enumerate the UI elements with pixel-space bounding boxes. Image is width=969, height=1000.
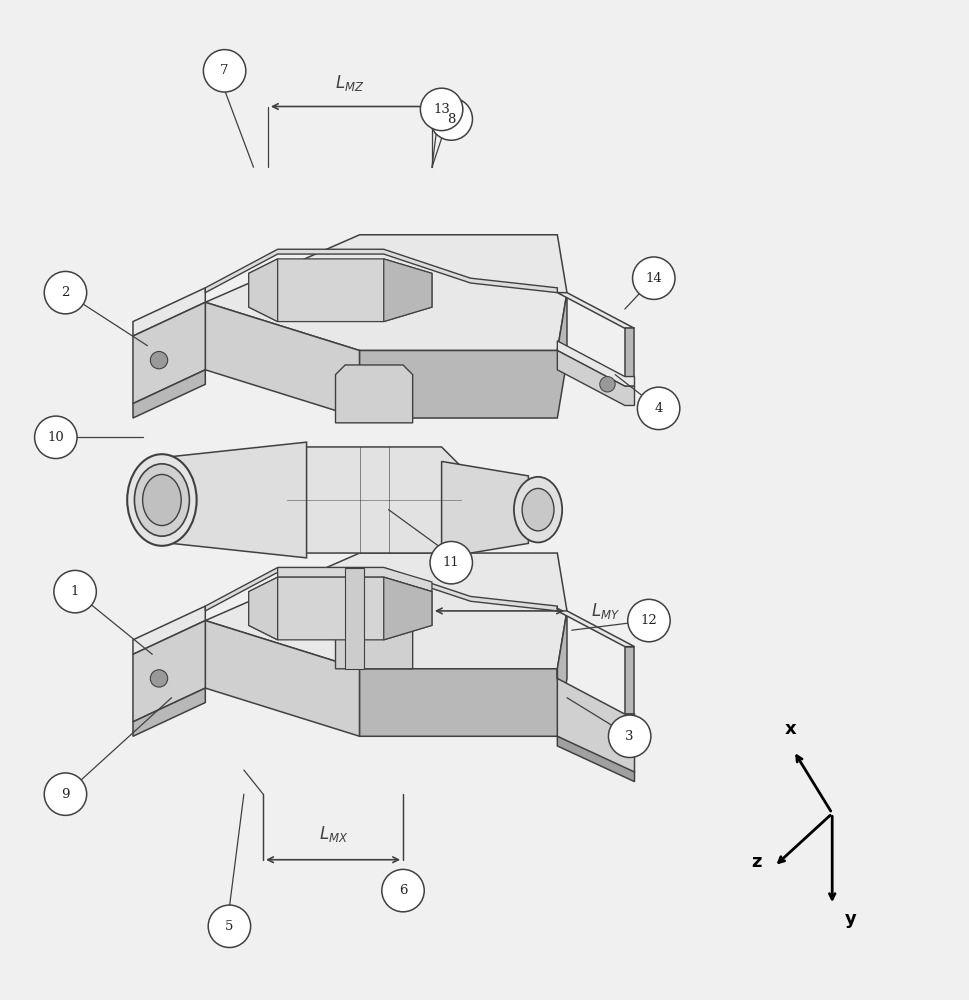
Text: $L_{MZ}$: $L_{MZ}$ [335, 73, 364, 93]
Circle shape [54, 570, 96, 613]
Ellipse shape [142, 474, 181, 526]
Polygon shape [557, 611, 634, 647]
Polygon shape [205, 568, 557, 611]
Text: 6: 6 [398, 884, 407, 897]
Polygon shape [441, 461, 528, 558]
Polygon shape [205, 235, 567, 351]
Text: $L_{MY}$: $L_{MY}$ [590, 601, 619, 621]
Circle shape [150, 351, 168, 369]
Polygon shape [248, 577, 431, 640]
Text: $L_{MX}$: $L_{MX}$ [319, 824, 348, 844]
Circle shape [45, 271, 86, 314]
Text: 13: 13 [433, 103, 450, 116]
Text: 14: 14 [644, 272, 662, 285]
Polygon shape [205, 302, 359, 418]
Text: 4: 4 [654, 402, 662, 415]
Circle shape [627, 599, 670, 642]
Polygon shape [335, 611, 412, 669]
Text: 10: 10 [47, 431, 64, 444]
Polygon shape [557, 669, 634, 772]
Text: 5: 5 [225, 920, 234, 933]
Polygon shape [205, 553, 567, 669]
Text: 8: 8 [447, 113, 455, 126]
Circle shape [420, 88, 462, 131]
Polygon shape [133, 302, 205, 404]
Ellipse shape [127, 454, 197, 546]
Ellipse shape [135, 464, 189, 536]
Circle shape [608, 715, 650, 758]
Circle shape [150, 670, 168, 687]
Polygon shape [557, 341, 634, 386]
Polygon shape [248, 577, 277, 640]
Polygon shape [345, 568, 364, 669]
Text: 3: 3 [625, 730, 634, 743]
Ellipse shape [514, 477, 562, 542]
Polygon shape [384, 259, 431, 322]
Text: 2: 2 [61, 286, 70, 299]
Text: 7: 7 [220, 64, 229, 77]
Polygon shape [133, 370, 205, 418]
Polygon shape [359, 611, 567, 736]
Text: z: z [751, 853, 761, 871]
Polygon shape [557, 736, 634, 782]
Polygon shape [133, 288, 205, 336]
Polygon shape [133, 621, 205, 722]
Circle shape [429, 98, 472, 140]
Text: 12: 12 [640, 614, 657, 627]
Polygon shape [287, 447, 460, 553]
Text: x: x [784, 720, 796, 738]
Circle shape [632, 257, 674, 299]
Circle shape [35, 416, 77, 459]
Polygon shape [172, 442, 306, 558]
Polygon shape [384, 577, 431, 640]
Text: 9: 9 [61, 788, 70, 801]
Polygon shape [335, 365, 412, 423]
Circle shape [429, 541, 472, 584]
Circle shape [203, 50, 245, 92]
Polygon shape [557, 293, 634, 328]
Polygon shape [359, 293, 567, 418]
Polygon shape [205, 249, 557, 293]
Polygon shape [133, 688, 205, 736]
Polygon shape [205, 621, 359, 736]
Text: 1: 1 [71, 585, 79, 598]
Polygon shape [277, 568, 431, 592]
Text: 11: 11 [443, 556, 459, 569]
Circle shape [45, 773, 86, 815]
Polygon shape [557, 351, 634, 405]
Polygon shape [624, 647, 634, 714]
Circle shape [208, 905, 250, 948]
Polygon shape [248, 259, 277, 322]
Polygon shape [248, 259, 431, 322]
Text: y: y [844, 910, 856, 928]
Circle shape [382, 869, 423, 912]
Polygon shape [624, 328, 634, 377]
Polygon shape [133, 606, 205, 654]
Circle shape [599, 377, 614, 392]
Circle shape [637, 387, 679, 430]
Ellipse shape [521, 488, 553, 531]
